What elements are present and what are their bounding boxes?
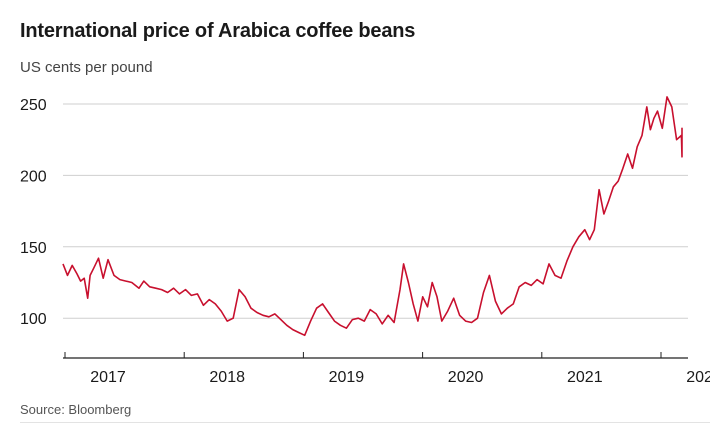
chart-title: International price of Arabica coffee be… xyxy=(20,20,416,42)
y-tick-label: 250 xyxy=(20,97,47,114)
y-tick-label: 200 xyxy=(20,168,47,185)
x-tick-label: 2017 xyxy=(90,369,126,386)
x-tick-label: 2019 xyxy=(329,369,365,386)
x-axis-ticks: 2017 2018 2019 2020 2021 2022 xyxy=(64,352,710,386)
y-tick-label: 150 xyxy=(20,240,47,257)
gridlines xyxy=(63,103,688,319)
y-axis-ticks: 100 150 200 250 xyxy=(20,97,47,328)
series-line xyxy=(62,96,683,337)
x-tick-label: 2018 xyxy=(209,369,245,386)
x-tick-label: 2020 xyxy=(448,369,484,386)
source-note: Source: Bloomberg xyxy=(20,402,132,417)
y-tick-label: 100 xyxy=(20,311,47,328)
x-tick-label: 2022 xyxy=(686,369,710,386)
line-chart: 100 150 200 250 2017 2018 2019 2020 2021 2022 xyxy=(20,96,710,386)
chart-subtitle: US cents per pound xyxy=(20,59,153,76)
x-tick-label: 2021 xyxy=(567,369,603,386)
footer-divider xyxy=(20,422,710,423)
